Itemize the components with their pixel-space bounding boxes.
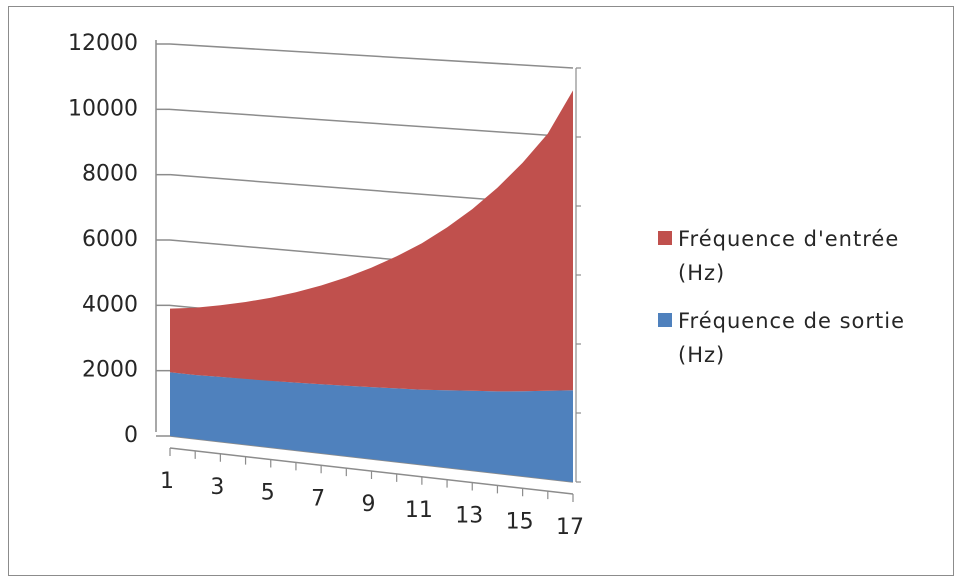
- x-tick-label: 3: [210, 475, 224, 500]
- gridline: [169, 108, 574, 138]
- legend-label: Fréquence d'entrée: [678, 227, 899, 251]
- legend: Fréquence d'entrée (Hz) Fréquence de sorti…: [658, 227, 905, 367]
- y-tick-labels: 0 2000 4000 6000 8000 10000 12000: [68, 31, 138, 448]
- y-tick-label: 6000: [82, 227, 138, 252]
- y-tick-label: 8000: [82, 162, 138, 187]
- x-tick-label: 7: [311, 486, 325, 511]
- chart-frame: [8, 6, 954, 576]
- x-tick-label: 1: [160, 469, 174, 494]
- area-series-2: [170, 90, 573, 392]
- x-tick-labels: 1 3 5 7 9 11 13 15 17: [160, 469, 584, 540]
- x-tick-label: 13: [455, 504, 483, 529]
- y-tick-label: 2000: [82, 358, 138, 383]
- axes: [155, 40, 581, 502]
- y-tick-label: 4000: [82, 292, 138, 317]
- x-tick-label: 17: [556, 515, 584, 540]
- series-areas: [170, 90, 573, 482]
- x-tick-label: 15: [506, 509, 534, 534]
- x-tick-label: 11: [405, 498, 433, 523]
- y-tick-label: 12000: [68, 31, 138, 56]
- legend-label: Fréquence de sortie: [678, 309, 905, 333]
- legend-label-unit: (Hz): [678, 261, 725, 285]
- y-tick-label: 0: [124, 423, 138, 448]
- area-series-1: [170, 372, 573, 482]
- y-tick-label: 10000: [68, 96, 138, 121]
- legend-swatch: [658, 231, 672, 245]
- x-tick-label: 5: [261, 481, 275, 506]
- legend-swatch: [658, 313, 672, 327]
- legend-label-unit: (Hz): [678, 343, 725, 367]
- gridline: [169, 43, 574, 69]
- x-tick-label: 9: [362, 492, 376, 517]
